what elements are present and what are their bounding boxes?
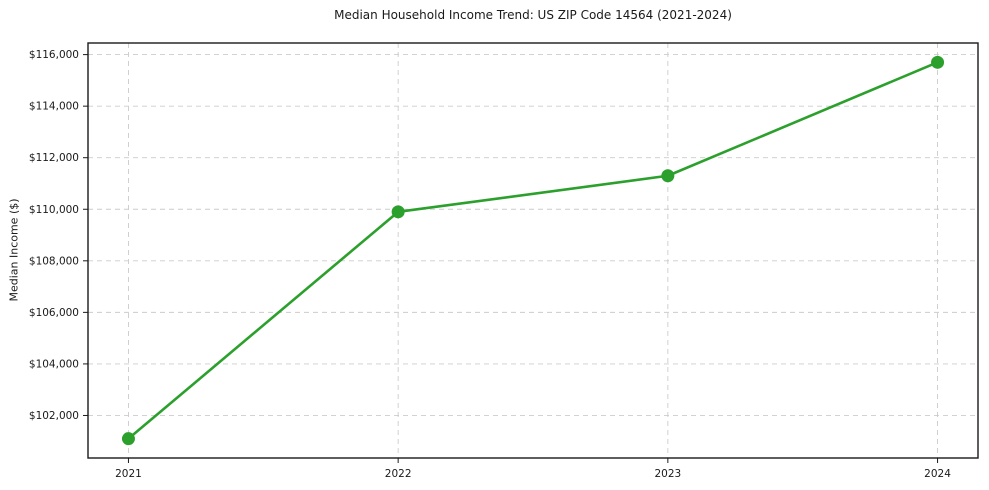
y-tick-label: $116,000 (29, 49, 79, 61)
data-point-2024 (931, 55, 945, 69)
income-trend-line (127, 61, 939, 440)
y-tick-label: $112,000 (29, 152, 79, 164)
y-tick-label: $114,000 (29, 101, 79, 113)
x-tick-label: 2021 (115, 468, 142, 480)
x-tick-label: 2023 (654, 468, 681, 480)
y-tick-label: $108,000 (29, 255, 79, 267)
plot-border (87, 42, 979, 459)
x-tick-label: 2024 (924, 468, 951, 480)
y-tick-label: $106,000 (29, 307, 79, 319)
chart-title: Median Household Income Trend: US ZIP Co… (334, 8, 732, 22)
data-point-2023 (661, 169, 675, 183)
y-tick-label: $110,000 (29, 204, 79, 216)
data-point-2022 (391, 205, 405, 219)
data-point-2021 (121, 432, 135, 446)
x-tick-label: 2022 (385, 468, 412, 480)
y-tick-label: $104,000 (29, 358, 79, 370)
y-tick-label: $102,000 (29, 410, 79, 422)
